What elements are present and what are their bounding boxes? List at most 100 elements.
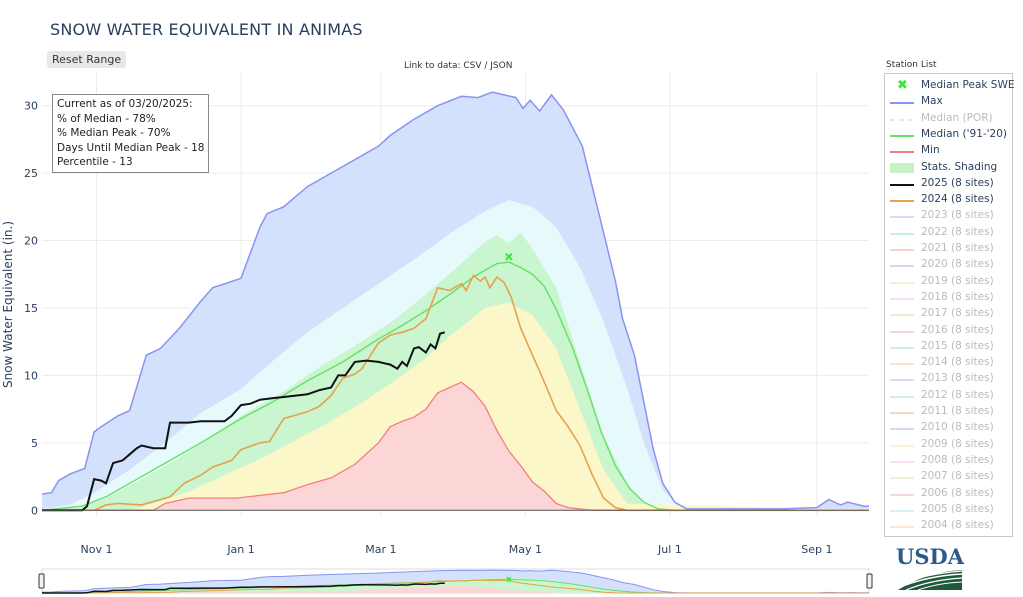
legend-label: 2019 (8 sites) (921, 274, 994, 287)
legend-swatch (890, 151, 914, 154)
y-tick-label: 5 (31, 437, 38, 450)
x-tick-label: Sep 1 (801, 543, 832, 556)
axes: 0 5 10 15 20 25 30 Nov 1 Jan 1 Mar 1 May 1 Jul 1 Sep… (1, 100, 832, 556)
legend-swatch (890, 509, 914, 512)
legend-label: 2005 (8 sites) (921, 502, 994, 515)
slider-right-handle[interactable] (866, 573, 873, 589)
slider-peak-marker (506, 576, 512, 582)
reset-range-button[interactable]: Reset Range (47, 51, 127, 68)
y-tick-label: 15 (24, 302, 38, 315)
legend-label: Median ('91-'20) (921, 127, 1008, 140)
slider-median-line (41, 578, 869, 594)
legend-swatch (890, 249, 914, 251)
plot-area[interactable] (41, 72, 869, 517)
legend-swatch (890, 232, 914, 235)
legend-swatch (890, 183, 914, 187)
legend-swatch (890, 346, 914, 349)
legend-swatch (890, 297, 914, 300)
legend-label: Median (POR) (921, 111, 993, 124)
legend-label: 2007 (8 sites) (921, 470, 994, 483)
legend-swatch (890, 412, 914, 414)
legend-swatch (890, 102, 914, 105)
usda-logo-text: USDA (896, 544, 964, 569)
legend-label: 2023 (8 sites) (921, 209, 994, 222)
legend-label: 2004 (8 sites) (921, 519, 994, 532)
legend-label: 2011 (8 sites) (921, 405, 994, 417)
median-peak-marker (505, 253, 513, 261)
legend-swatch: ✖ (897, 78, 908, 93)
y-tick-label: 20 (24, 235, 38, 248)
legend-swatch (890, 379, 914, 382)
legend-label: 2014 (8 sites) (921, 356, 994, 369)
legend-swatch (890, 428, 914, 431)
legend-swatch (890, 134, 914, 137)
info-line-pct-median-peak: % Median Peak - 70% (57, 127, 171, 140)
legend-label: 2008 (8 sites) (921, 453, 994, 466)
max-line (41, 91, 869, 510)
x-tick-label: Mar 1 (365, 543, 396, 556)
y-axis-title: Snow Water Equivalent (in.) (1, 221, 15, 388)
legend-swatch (890, 526, 914, 529)
y-tick-label: 25 (24, 167, 38, 180)
x-tick-label: Nov 1 (81, 543, 113, 556)
legend-label: 2017 (8 sites) (921, 307, 994, 320)
legend-label: 2025 (8 sites) (921, 176, 994, 189)
legend-label: 2013 (8 sites) (921, 372, 994, 385)
info-line-percentile: Percentile - 13 (57, 156, 133, 169)
slider-left-handle[interactable] (38, 573, 45, 589)
info-line-pct-median: % of Median - 78% (57, 112, 156, 125)
legend-swatch (890, 118, 914, 121)
legend-label: Max (921, 95, 943, 108)
chart-title: SNOW WATER EQUIVALENT IN ANIMAS (50, 20, 363, 39)
legend-label: 2006 (8 sites) (921, 486, 994, 499)
legend-label: 2009 (8 sites) (921, 437, 994, 450)
slider-2024-line (42, 579, 869, 594)
legend-label: 2010 (8 sites) (921, 421, 994, 434)
min-band (42, 382, 869, 511)
info-line-date: Current as of 03/20/2025: (57, 98, 193, 110)
x-tick-label: May 1 (509, 543, 542, 556)
info-line-days-until-peak: Days Until Median Peak - 18 (57, 141, 205, 154)
x-tick-label: Jan 1 (226, 543, 254, 556)
legend-label: 2015 (8 sites) (921, 339, 994, 352)
station-list-title: Station List (886, 60, 937, 70)
legend-swatch (890, 395, 914, 398)
y-tick-label: 10 (24, 369, 38, 382)
current-stats-box: Current as of 03/20/2025: % of Median - … (52, 94, 210, 173)
legend-swatch (890, 363, 914, 366)
legend-swatch (890, 444, 914, 447)
legend-label: Stats. Shading (921, 160, 998, 173)
legend-label: Min (921, 144, 940, 157)
legend-swatch (890, 330, 914, 333)
legend-swatch (890, 162, 914, 173)
legend-swatch (890, 281, 914, 284)
usda-field-icon (896, 568, 964, 592)
usda-logo: USDA (896, 546, 964, 594)
slider-min-band (42, 586, 869, 593)
min-line (42, 381, 869, 511)
legend-label: 2012 (8 sites) (921, 388, 994, 401)
x-tick-label: Jul 1 (657, 543, 682, 556)
legend-label: 2020 (8 sites) (921, 258, 994, 271)
legend-label: Median Peak SWE (921, 79, 1015, 91)
legend-swatch (890, 200, 914, 203)
legend-label: 2018 (8 sites) (921, 290, 994, 303)
station-list-legend: ✖ Median Peak SWE Max Median (POR) Median ('… (884, 73, 1015, 537)
data-link[interactable]: Link to data: CSV / JSON (404, 61, 513, 71)
median-line (41, 261, 869, 511)
legend-label: 2024 (8 sites) (921, 193, 994, 206)
range-slider[interactable] (38, 568, 873, 594)
legend-swatch (890, 477, 914, 480)
legend-label: 2022 (8 sites) (921, 225, 994, 238)
legend-swatch (890, 314, 914, 317)
series-2024-line (42, 274, 869, 512)
slider-2025-line (42, 582, 445, 594)
series-2025-line (42, 331, 446, 512)
y-tick-label: 0 (31, 504, 38, 517)
y-tick-label: 30 (24, 100, 38, 113)
legend-swatch (890, 265, 914, 268)
legend-swatch (890, 460, 914, 463)
legend-label: 2016 (8 sites) (921, 323, 994, 336)
legend-swatch (890, 493, 914, 496)
